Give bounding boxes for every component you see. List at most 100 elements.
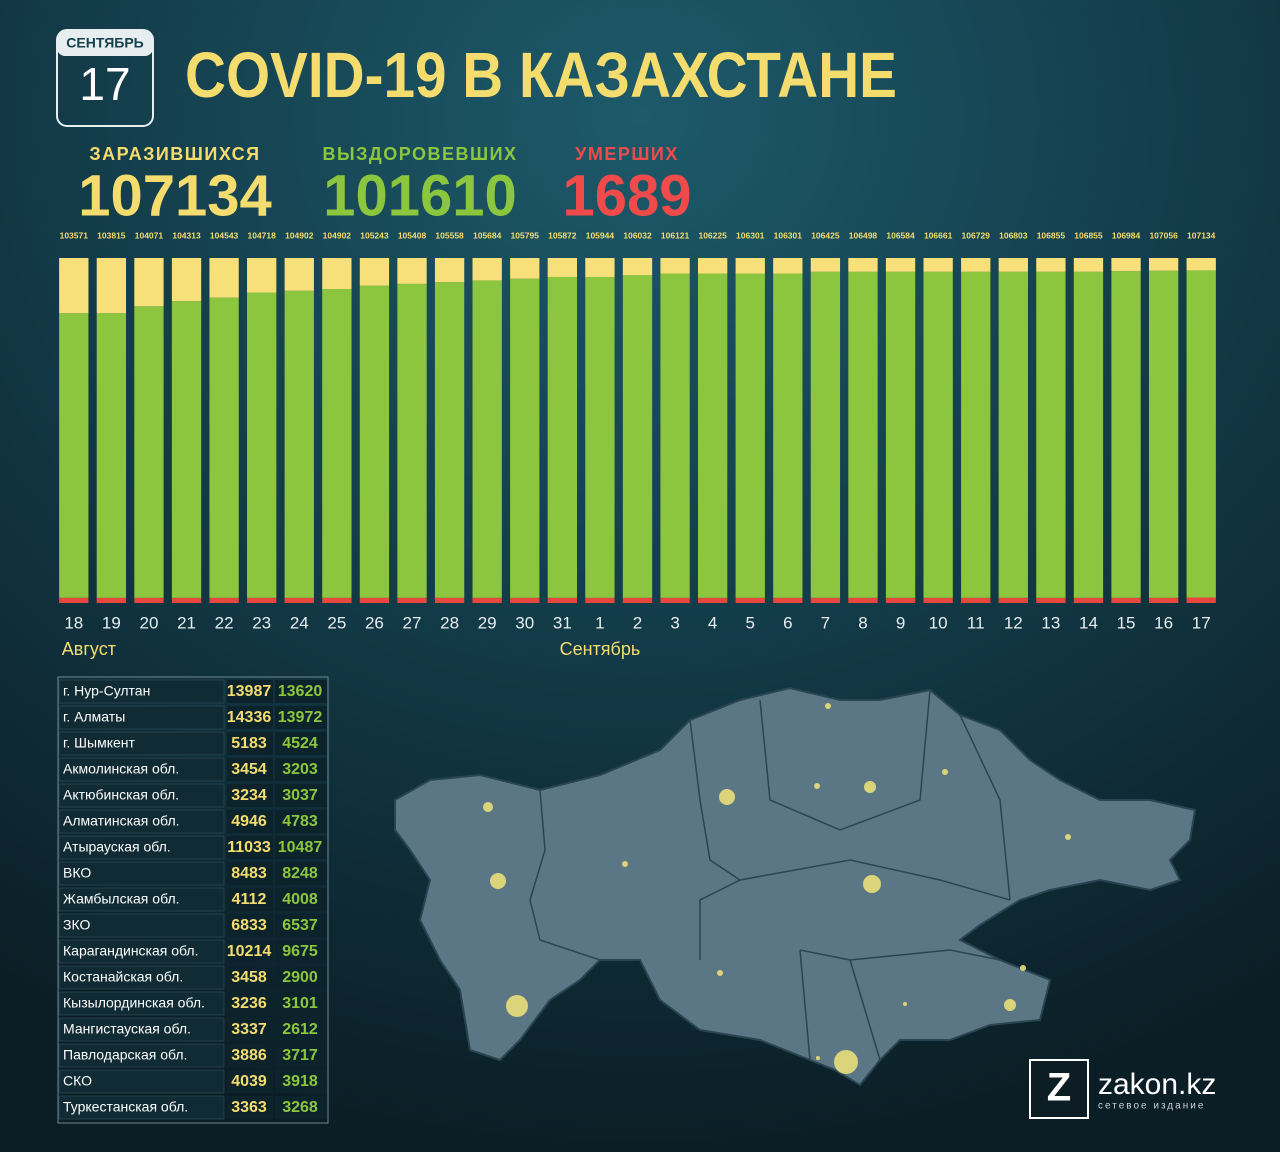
bar-segment <box>171 258 202 302</box>
calendar-month: СЕНТЯБРЬ <box>66 35 143 51</box>
table-cell <box>58 965 225 990</box>
bar-segment <box>1186 597 1216 603</box>
x-tick-label: 24 <box>290 613 309 632</box>
table-cell <box>58 705 225 730</box>
table-number: 3234 <box>231 787 267 804</box>
bar-segment <box>247 258 277 293</box>
bar-segment <box>510 278 540 598</box>
table-number: 9675 <box>282 943 318 960</box>
bar-segment <box>735 258 765 274</box>
table-cell <box>275 1044 327 1067</box>
table-cell <box>58 1017 225 1042</box>
table-region: СКО <box>63 1073 92 1089</box>
table-cell <box>275 706 327 729</box>
bar-segment <box>209 297 239 598</box>
bar-segment <box>359 258 390 286</box>
bar-segment <box>848 271 878 598</box>
bar-segment <box>134 258 164 307</box>
x-tick-label: 5 <box>746 613 755 632</box>
map-borders <box>529 689 1011 1061</box>
table-cell <box>58 913 225 938</box>
bar-label: 105684 <box>473 230 502 240</box>
bar-segment <box>547 258 577 277</box>
bar-label: 106729 <box>962 230 991 240</box>
bar-label: 107134 <box>1187 230 1216 240</box>
table-cell <box>227 784 273 807</box>
table-number: 14336 <box>227 709 272 726</box>
table-cell <box>58 835 225 860</box>
table-cell <box>275 1018 327 1041</box>
bar-label: 105408 <box>398 230 427 240</box>
x-tick-label: 14 <box>1079 613 1098 632</box>
bar-segment <box>284 258 314 291</box>
table-region: Акмолинская обл. <box>63 761 179 777</box>
table-number: 6833 <box>231 917 267 934</box>
table-cell <box>58 809 225 834</box>
bar-segment <box>885 271 916 598</box>
table-number: 4008 <box>282 891 318 908</box>
table-number: 6537 <box>282 917 318 934</box>
table-cell <box>275 732 327 755</box>
map-markers <box>483 703 1071 1074</box>
bar-segment <box>547 276 577 598</box>
bar-segment <box>585 276 615 598</box>
calendar-day: 17 <box>79 58 130 110</box>
table-region: ЗКО <box>63 917 90 933</box>
bar-segment <box>735 597 765 603</box>
table-number: 3454 <box>231 761 267 778</box>
table-number: 5183 <box>231 735 267 752</box>
bar-segment <box>810 597 841 603</box>
bar-segment <box>359 285 390 598</box>
bar-segment <box>1073 597 1104 603</box>
bar-label: 106032 <box>623 230 652 240</box>
bar-segment <box>848 258 878 272</box>
x-tick-label: 2 <box>633 613 642 632</box>
bar-segment <box>171 597 202 603</box>
bar-segment <box>961 258 991 272</box>
bar-segment <box>810 258 841 272</box>
logo-box <box>1029 1059 1089 1119</box>
x-tick-label: 8 <box>858 613 867 632</box>
table-cell <box>275 966 327 989</box>
bar-segment <box>998 271 1028 598</box>
bar-label: 106803 <box>999 230 1028 240</box>
table-cell <box>227 732 273 755</box>
bar-segment <box>622 258 653 276</box>
table-number: 13972 <box>278 709 323 726</box>
bar-segment <box>472 258 502 281</box>
bar-segment <box>810 271 841 598</box>
bar-label: 104313 <box>172 230 201 240</box>
bar-segment <box>1036 271 1066 598</box>
logo-mark: Z <box>1047 1066 1071 1110</box>
bar-segment <box>885 258 916 272</box>
x-tick-label: 16 <box>1154 613 1173 632</box>
table-number: 2900 <box>282 969 318 986</box>
month-label: Сентябрь <box>560 639 641 659</box>
bar-segment <box>660 258 690 274</box>
bar-segment <box>434 597 465 603</box>
table-number: 3268 <box>282 1099 318 1116</box>
table-cell <box>58 939 225 964</box>
table-number: 3458 <box>231 969 267 986</box>
bar-segment <box>585 597 615 603</box>
table-region: г. Алматы <box>63 709 125 725</box>
x-tick-label: 31 <box>553 613 572 632</box>
bar-label: 103571 <box>60 230 89 240</box>
bar-segment <box>1111 258 1141 272</box>
bar-segment <box>322 597 352 603</box>
table-number: 3337 <box>231 1021 267 1038</box>
x-tick-label: 29 <box>478 613 497 632</box>
table-cell <box>58 679 225 704</box>
table-cell <box>227 1070 273 1093</box>
table-cell <box>227 758 273 781</box>
bar-segment <box>961 597 991 603</box>
x-tick-label: 17 <box>1192 613 1211 632</box>
x-tick-label: 7 <box>821 613 830 632</box>
x-tick-label: 4 <box>708 613 717 632</box>
bar-segment <box>1073 258 1104 272</box>
table-number: 13620 <box>278 683 323 700</box>
bar-label: 107056 <box>1149 230 1178 240</box>
table-number: 4524 <box>282 735 318 752</box>
table-region: Костанайская обл. <box>63 969 183 985</box>
